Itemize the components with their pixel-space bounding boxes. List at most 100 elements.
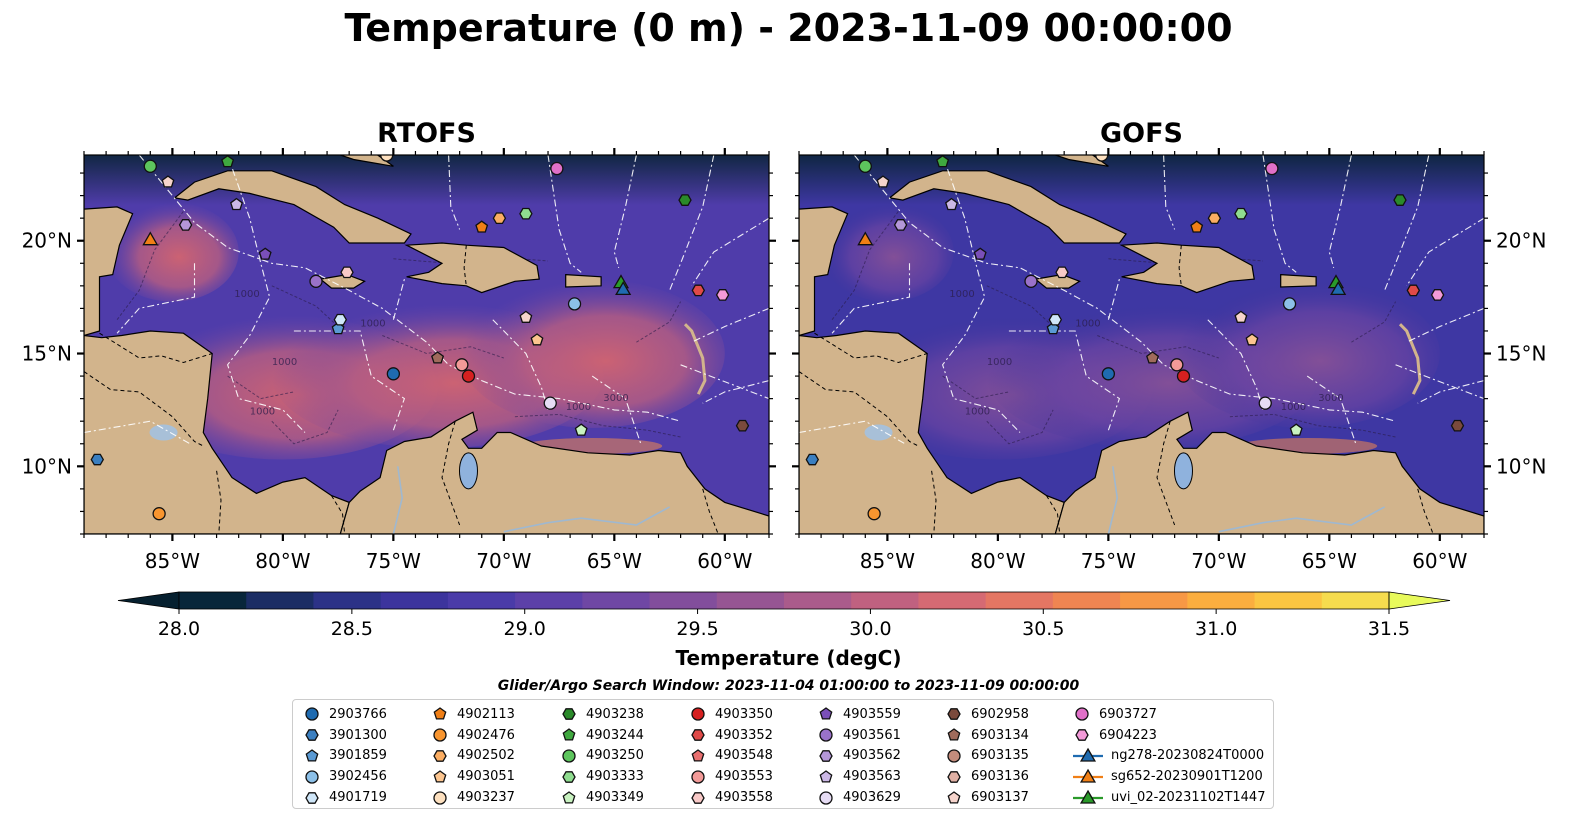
legend-entry: 6903137 [943,787,1029,808]
legend-label: 4903237 [457,790,515,806]
legend-entry: 4903250 [558,746,644,767]
longitude-tick-label: 70°W [1191,549,1246,573]
legend-label: 4903629 [843,790,901,806]
bathymetry-contour [986,285,1054,327]
legend-entry: 3901300 [301,725,387,746]
platform-marker [867,507,881,521]
legend-marker-shape [819,769,833,783]
eez-boundary [547,155,582,273]
land-southamerica [1054,411,1484,534]
platform-marker [455,358,469,372]
colorbar-tick-label: 31.0 [1195,618,1237,640]
legend-marker-shape [819,728,833,742]
legend-entry: 4903244 [558,725,644,746]
platform-marker [1234,310,1248,323]
bathymetry-contour-label: 1000 [566,402,591,413]
platform-marker [1330,281,1347,296]
eez-boundary [691,217,769,287]
legend-marker-icon [819,750,833,762]
legend-marker-shape [1075,707,1089,722]
legend-entry: 4903350 [687,704,773,725]
bathymetry-contour [986,409,1054,445]
gofs-panel-title: GOFS [1099,118,1183,149]
country-border [814,332,928,364]
legend-marker-icon [1073,789,1103,804]
legend-label: 4903563 [843,769,901,785]
latitude-tick-label: 20°N [1496,229,1546,253]
sea-temperature-patch [106,202,239,302]
legend-label: 6903134 [971,727,1029,743]
bathymetry-contour [1351,301,1397,343]
colorbar-segment [1120,592,1188,609]
legend-label: 4903349 [586,790,644,806]
legend-marker-icon [562,708,576,721]
colorbar-tick-label: 30.0 [849,618,891,640]
legend-entry: 3901859 [301,746,387,767]
country-border [931,470,937,534]
legend-marker-icon [433,790,447,805]
platform-marker [1055,266,1069,279]
platform-marker [973,247,987,260]
platform-marker [691,284,706,297]
eez-boundary [613,155,637,268]
river [1107,466,1119,534]
land-bahamas [1053,155,1109,167]
bathymetry-contour-label: 3000 [603,393,628,404]
platform-marker [1101,367,1116,381]
map-frame [83,154,770,535]
bathymetry-contour [636,301,682,343]
figure-title: Temperature (0 m) - 2023-11-09 00:00:00 [344,6,1233,50]
colorbar-extend-low [117,591,180,610]
colorbar: 28.0 28.5 29.0 29.5 30.0 30.5 31.0 31.5 [117,591,1451,640]
legend-label: 3902456 [329,769,387,785]
eez-boundary [1262,155,1297,273]
legend-entry: 4903559 [815,704,901,725]
platform-marker [161,175,175,188]
legend-marker-icon [433,707,447,720]
bathymetry-contour-label: 1000 [360,318,385,329]
eez-boundary [669,155,715,291]
legend-marker-shape [562,728,576,741]
platform-marker [333,313,348,326]
legend-label: sg652-20230901T1200 [1111,769,1263,785]
legend-label: 4903333 [586,769,644,785]
bathymetry-contour-label: 1000 [1281,402,1306,413]
legend-label: 4903250 [586,748,644,764]
platform-marker [230,197,243,211]
legend-marker-shape [691,791,705,804]
longitude-tick-label: 80°W [255,549,310,573]
country-border [463,245,467,286]
platform-marker [678,194,692,206]
land-puertorico [1280,273,1317,288]
country-border [1178,245,1182,286]
eez-boundary [226,155,306,433]
colorbar-segment [716,592,785,609]
bathymetry-contour-label: 1000 [949,289,974,300]
lake-nicaragua [149,424,178,441]
legend-label: 4903559 [843,706,901,722]
eez-boundary [1107,278,1120,320]
legend-marker-shape [819,790,833,805]
legend-marker-shape [305,791,319,804]
legend-entry: 4903561 [815,725,901,746]
legend-label: 4903051 [457,769,515,785]
legend-label: 6903136 [971,769,1029,785]
legend-marker-shape [305,729,319,742]
map-frame [798,154,1485,535]
longitude-tick-label: 75°W [1081,549,1136,573]
legend-marker-shape [947,770,961,783]
river [1218,506,1385,533]
gofs-map-panel: 1000 1000 1000 1000 3000 1000 85°W 80°W 75°W 70°W… [792,148,1546,573]
platform-marker [309,274,323,288]
bathymetry-contour [271,285,339,327]
eez-boundary [591,375,642,444]
legend-marker-shape [433,769,447,783]
colorbar-tick-label: 28.5 [331,618,373,640]
eez-boundary [1406,307,1484,343]
legend-entry: uvi_02-20231102T1447 [1071,787,1265,808]
eez-boundary [691,307,769,343]
legend-marker-shape [691,770,705,784]
land-bahamas [338,155,394,167]
platform-marker [492,212,507,225]
bathymetry-contour-label: 1000 [234,289,259,300]
